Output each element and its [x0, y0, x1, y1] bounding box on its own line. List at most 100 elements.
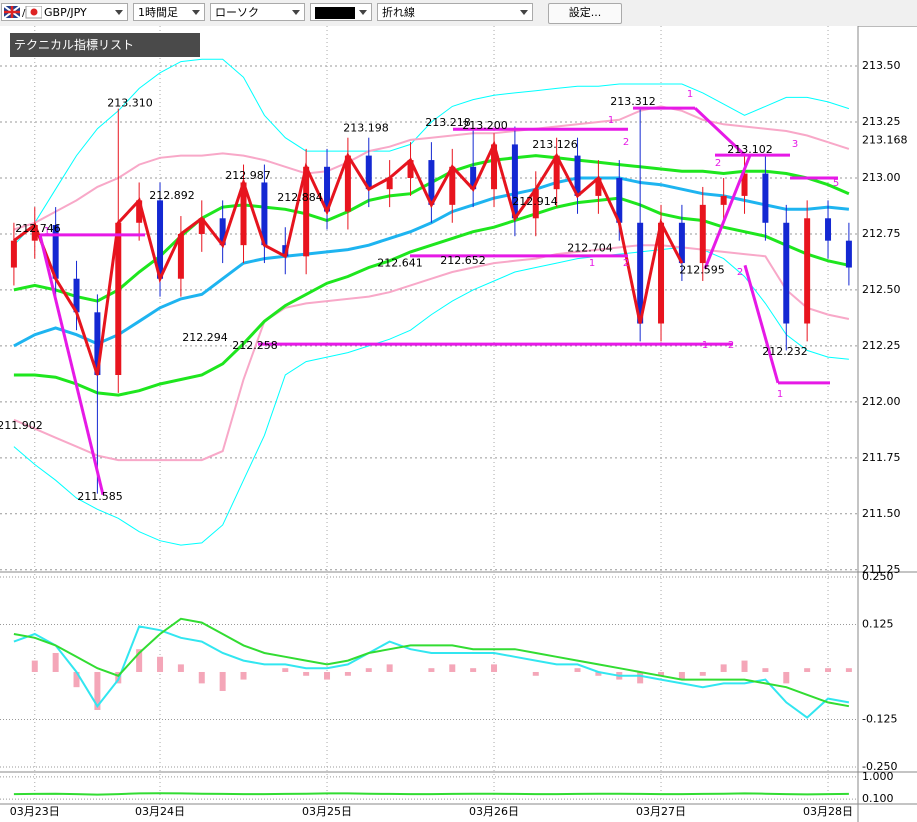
price-annotation: 213.310 — [107, 97, 153, 110]
candle-body — [470, 166, 477, 190]
price-annotation: 213.200 — [462, 119, 508, 132]
macd-bar — [386, 664, 393, 672]
close-line — [12, 140, 684, 376]
macd-bar — [303, 671, 310, 676]
macd-bar — [658, 671, 665, 676]
y-tick-label: 213.00 — [862, 171, 901, 184]
price-annotation: 212.746 — [15, 222, 61, 235]
macd-bar — [136, 649, 143, 672]
candle-body — [699, 204, 706, 264]
y-tick-label: 211.75 — [862, 451, 901, 464]
macd-bar — [94, 671, 101, 710]
macd-bar — [491, 664, 498, 672]
candle-body — [157, 200, 164, 279]
flags: / — [4, 6, 42, 19]
candle-body — [678, 222, 685, 264]
candle-body — [720, 195, 727, 205]
color-select[interactable] — [310, 3, 372, 21]
candle-body — [344, 155, 351, 212]
candle-body — [10, 240, 17, 268]
macd-bar — [678, 671, 685, 680]
candle-body — [52, 225, 59, 279]
candle-body — [532, 189, 539, 219]
macd-bar — [365, 668, 372, 672]
settings-button[interactable]: 設定... — [548, 3, 622, 24]
chart: 213.50 213.25 213.00 212.75 212.50 212.25 212.… — [0, 26, 917, 822]
macd-bar — [762, 668, 769, 672]
candle-body — [115, 222, 122, 375]
price-annotation: 212.652 — [440, 254, 486, 267]
candle-body — [449, 166, 456, 205]
price-annotation: 212.232 — [762, 345, 808, 358]
y-tick-label: 0.250 — [862, 570, 894, 583]
price-annotation: 212.987 — [225, 169, 271, 182]
y-tick-label: 213.50 — [862, 59, 901, 72]
wave-label: 3 — [792, 139, 798, 150]
plot-bg — [0, 26, 858, 822]
macd-bar — [324, 671, 331, 680]
candle-body — [365, 155, 372, 190]
y-tick-label: 212.25 — [862, 339, 901, 352]
indicator-line — [13, 176, 850, 348]
macd-bar — [219, 671, 226, 691]
candle-body — [94, 312, 101, 375]
y-tick-label: 211.25 — [862, 563, 901, 576]
macd-bar — [845, 668, 852, 672]
candle-body — [783, 222, 790, 324]
macd-bar — [157, 656, 164, 672]
price-annotation: 213.312 — [610, 95, 656, 108]
x-tick-label: 03月27日 — [636, 805, 686, 818]
macd-bar — [804, 668, 811, 672]
candle-body — [637, 222, 644, 324]
indicator-list[interactable]: テクニカル指標リスト — [10, 33, 200, 57]
price-annotation: 212.294 — [182, 331, 228, 344]
y-tick-label: -0.125 — [862, 712, 897, 725]
macd-bar — [428, 668, 435, 672]
style-select[interactable]: ローソク — [210, 3, 305, 21]
macd-bar — [532, 671, 539, 676]
macd-bar — [52, 652, 59, 672]
macd-bar — [31, 660, 38, 672]
macd-bar — [449, 664, 456, 672]
macd-bar — [177, 664, 184, 672]
candle-body — [491, 144, 498, 190]
color-swatch — [315, 7, 355, 19]
price-annotation: 213.218 — [425, 116, 471, 129]
macd-bar — [741, 660, 748, 672]
price-annotation: 212.704 — [567, 241, 613, 254]
macd-bar — [720, 664, 727, 672]
sub-line — [13, 792, 849, 796]
y-tick-label: 1.000 — [862, 770, 894, 783]
y-tick-label: 0.125 — [862, 617, 894, 630]
price-annotation: 213.198 — [343, 122, 389, 135]
wave-label: 2 — [715, 158, 721, 169]
price-annotation: 211.585 — [77, 490, 123, 503]
wave-label: 2 — [737, 267, 743, 278]
y-tick-label: 211.50 — [862, 507, 901, 520]
macd-bar — [240, 671, 247, 680]
candle-body — [31, 225, 38, 241]
price-annotation: 213.102 — [727, 143, 773, 156]
y-tick-label: 212.00 — [862, 395, 901, 408]
candle-body — [136, 200, 143, 223]
macd-bar — [574, 668, 581, 672]
macd-bar — [73, 671, 80, 688]
indicator-line — [13, 58, 850, 246]
price-annotation: 213.126 — [532, 138, 578, 151]
toolbar: GBP/JPY / 1時間足 ローソク 折れ線 設定... — [0, 0, 917, 27]
macd-line — [13, 625, 850, 719]
price-annotation: 212.884 — [277, 191, 323, 204]
price-annotation: 212.914 — [512, 195, 558, 208]
price-annotation: 212.595 — [679, 264, 725, 277]
y-tick-label: 212.75 — [862, 227, 901, 240]
candle-body — [303, 166, 310, 257]
candle-body — [553, 155, 560, 190]
macd-bar — [282, 668, 289, 672]
candle-body — [741, 173, 748, 196]
candle-body — [511, 144, 518, 219]
candle-body — [595, 177, 602, 196]
timeframe-select[interactable]: 1時間足 — [133, 3, 205, 21]
line-type-select[interactable]: 折れ線 — [377, 3, 533, 21]
x-tick-label: 03月26日 — [469, 805, 519, 818]
indicator-line — [13, 196, 850, 397]
